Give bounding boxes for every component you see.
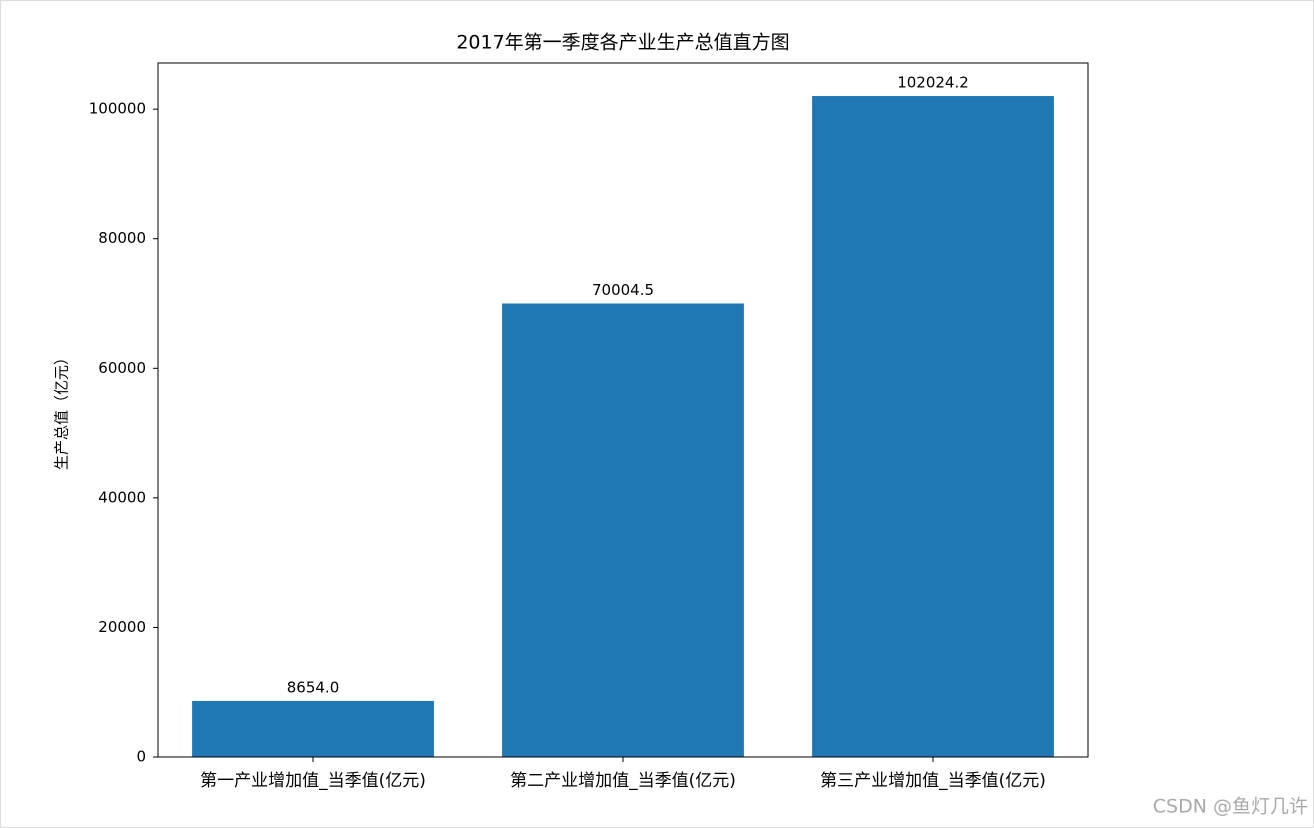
- y-tick-label: 40000: [98, 488, 146, 506]
- y-axis-label: 生产总值（亿元）: [53, 350, 71, 470]
- value-label: 102024.2: [897, 74, 969, 92]
- chart-title: 2017年第一季度各产业生产总值直方图: [456, 32, 789, 54]
- y-tick-label: 80000: [98, 229, 146, 247]
- bar: [812, 96, 1054, 758]
- watermark: CSDN @鱼灯几许: [1153, 796, 1308, 818]
- bar: [502, 303, 744, 757]
- y-tick-label: 60000: [98, 359, 146, 377]
- y-tick-label: 20000: [98, 618, 146, 636]
- y-tick-label: 100000: [89, 100, 146, 118]
- x-tick-label: 第三产业增加值_当季值(亿元): [820, 771, 1046, 791]
- plot-frame: [157, 62, 1089, 758]
- value-label: 8654.0: [287, 678, 340, 696]
- value-label: 70004.5: [592, 281, 654, 299]
- bar: [192, 700, 434, 757]
- x-tick-label: 第一产业增加值_当季值(亿元): [200, 771, 426, 791]
- x-tick-label: 第二产业增加值_当季值(亿元): [510, 771, 736, 791]
- y-tick-label: 0: [136, 748, 146, 766]
